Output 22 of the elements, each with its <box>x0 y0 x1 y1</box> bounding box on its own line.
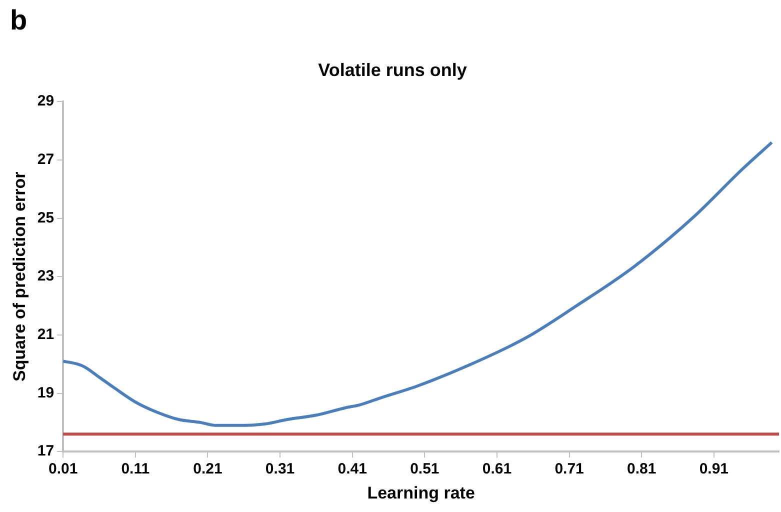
x-axis-title: Learning rate <box>367 483 475 502</box>
x-tick-label: 0.91 <box>699 460 729 478</box>
x-tick-label: 0.41 <box>338 460 367 478</box>
y-tick-label: 21 <box>37 326 54 344</box>
x-tick-label: 0.61 <box>482 460 512 478</box>
x-tick-label: 0.51 <box>410 460 440 478</box>
x-tick-label: 0.71 <box>554 460 584 478</box>
y-axis-title: Square of prediction error <box>10 171 29 382</box>
x-tick-label: 0.81 <box>627 460 656 478</box>
y-tick-label: 23 <box>37 268 54 285</box>
x-tick-label: 0.21 <box>193 460 222 478</box>
x-tick-label: 0.31 <box>265 460 295 478</box>
text: b <box>10 4 28 36</box>
chart-title: Volatile runs only <box>318 60 467 80</box>
y-tick-label: 17 <box>37 442 54 460</box>
y-tick-label: 27 <box>37 151 54 168</box>
y-tick-label: 19 <box>37 384 54 402</box>
y-tick-label: 25 <box>37 209 54 226</box>
x-tick-label: 0.11 <box>121 460 150 478</box>
y-tick-label: 29 <box>37 92 54 110</box>
line-series <box>63 140 774 427</box>
x-tick-label: 0.01 <box>48 460 78 478</box>
